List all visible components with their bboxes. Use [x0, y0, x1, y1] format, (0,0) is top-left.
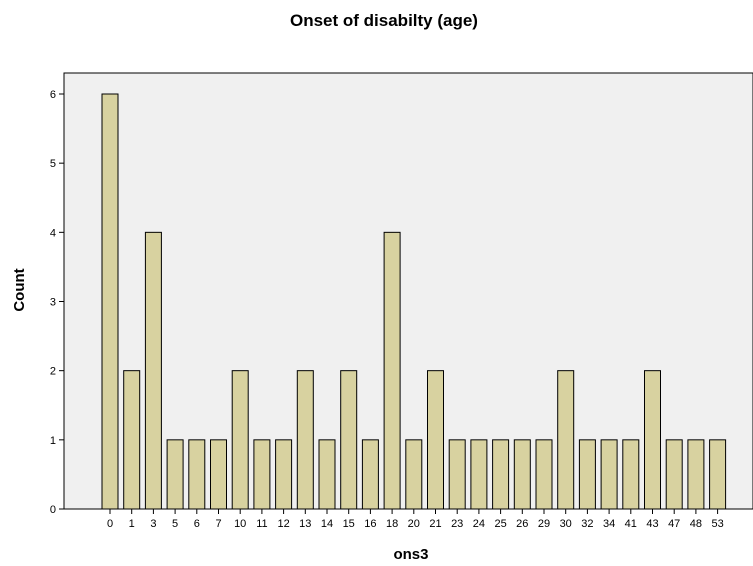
bar-14	[318, 439, 336, 510]
x-tick-label: 11	[256, 518, 267, 530]
bar-15	[340, 370, 358, 510]
bar-26	[513, 439, 531, 510]
bar-5	[166, 439, 184, 510]
x-tick-label: 32	[581, 518, 593, 530]
x-tick-label: 48	[690, 518, 702, 530]
bar-13	[296, 370, 314, 510]
x-tick-label: 30	[560, 518, 572, 530]
bar-20	[405, 439, 423, 510]
x-tick-label: 41	[625, 518, 637, 530]
x-tick-label: 25	[494, 518, 506, 530]
bar-30	[557, 370, 575, 510]
bar-25	[492, 439, 510, 510]
x-tick-label: 3	[150, 518, 156, 530]
x-axis: 0 1 3 5 6 7 10 11 12 13 14 15 16 18 20 21 23 24 25 26 29 30 32…	[107, 509, 724, 530]
x-tick-label: 29	[538, 518, 550, 530]
bar-1	[123, 370, 141, 510]
bar-16	[361, 439, 379, 510]
x-tick-label: 53	[711, 518, 723, 530]
bar-47	[665, 439, 683, 510]
chart-title: Onset of disabilty (age)	[290, 11, 478, 30]
bar-18	[383, 231, 401, 510]
bar-11	[253, 439, 271, 510]
x-tick-label: 43	[646, 518, 658, 530]
y-tick-label: 4	[50, 227, 56, 239]
x-tick-label: 10	[234, 518, 246, 530]
bars	[101, 93, 727, 510]
y-tick-label: 0	[50, 504, 56, 516]
x-tick-label: 26	[516, 518, 528, 530]
bar-53	[709, 439, 727, 510]
x-tick-label: 47	[668, 518, 680, 530]
x-axis-label: ons3	[393, 546, 428, 563]
y-tick-label: 3	[50, 297, 56, 309]
x-tick-label: 24	[473, 518, 485, 530]
y-tick-label: 1	[50, 435, 56, 447]
x-tick-label: 14	[321, 518, 333, 530]
x-tick-label: 34	[603, 518, 615, 530]
x-tick-label: 16	[364, 518, 376, 530]
x-tick-label: 18	[386, 518, 398, 530]
bar-29	[535, 439, 553, 510]
x-tick-label: 1	[129, 518, 135, 530]
y-tick-label: 6	[50, 89, 56, 101]
bar-21	[427, 370, 444, 510]
bar-3	[144, 231, 162, 510]
y-axis-label: Count	[11, 268, 28, 311]
x-tick-label: 21	[429, 518, 441, 530]
x-tick-label: 6	[194, 518, 200, 530]
bar-24	[470, 439, 488, 510]
x-tick-label: 13	[299, 518, 311, 530]
x-tick-label: 12	[277, 518, 289, 530]
bar-7	[210, 439, 227, 510]
y-tick-label: 5	[50, 158, 56, 170]
bar-34	[600, 439, 618, 510]
x-tick-label: 23	[451, 518, 463, 530]
bar-12	[275, 439, 293, 510]
x-tick-label: 0	[107, 518, 113, 530]
bar-0	[101, 93, 119, 510]
y-axis: 0 1 2 3 4 5 6	[50, 89, 64, 516]
y-tick-label: 2	[50, 366, 56, 378]
x-tick-label: 20	[408, 518, 420, 530]
bar-41	[622, 439, 640, 510]
x-tick-label: 5	[172, 518, 178, 530]
bar-6	[188, 439, 206, 510]
bar-23	[448, 439, 466, 510]
x-tick-label: 15	[343, 518, 355, 530]
bar-43	[644, 370, 661, 510]
bar-32	[578, 439, 596, 510]
x-tick-label: 7	[215, 518, 221, 530]
plot-area	[63, 72, 753, 510]
bar-48	[687, 439, 705, 510]
bar-10	[231, 370, 249, 510]
